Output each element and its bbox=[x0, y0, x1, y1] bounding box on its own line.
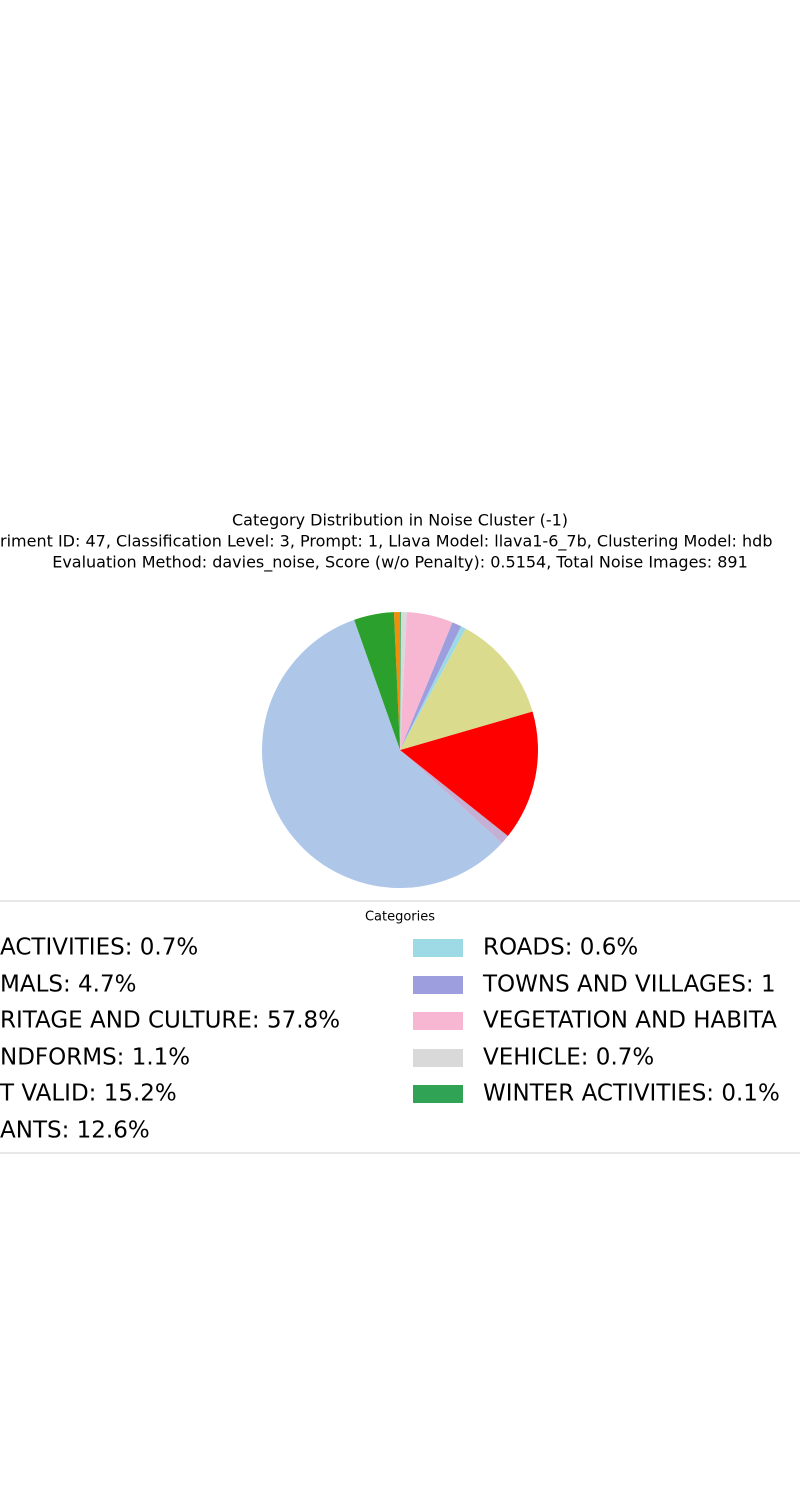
legend-label: WINTER ACTIVITIES: 0.1% bbox=[483, 1081, 780, 1107]
legend-swatch bbox=[413, 976, 463, 994]
legend-label: ACTIVITIES: 0.7% bbox=[0, 935, 198, 961]
chart-subtitle: Evaluation Method: davies_noise, Score (… bbox=[52, 553, 748, 573]
pie-slice bbox=[400, 612, 453, 750]
pie-slice bbox=[400, 711, 538, 836]
pie-slice bbox=[354, 612, 400, 750]
pie-slice bbox=[400, 626, 466, 750]
legend-swatch bbox=[413, 1085, 463, 1103]
legend-label: ROADS: 0.6% bbox=[483, 935, 638, 961]
pie-slice bbox=[400, 750, 508, 844]
legend-swatch bbox=[413, 1049, 463, 1067]
pie-slice bbox=[400, 628, 533, 750]
legend-label: VEHICLE: 0.7% bbox=[483, 1045, 654, 1071]
pie-slice bbox=[400, 622, 462, 750]
legend-label: VEGETATION AND HABITA bbox=[483, 1008, 777, 1034]
legend-label: NDFORMS: 1.1% bbox=[0, 1045, 190, 1071]
legend-label: RITAGE AND CULTURE: 57.8% bbox=[0, 1008, 340, 1034]
pie-slice bbox=[400, 612, 407, 750]
legend-swatch bbox=[413, 1012, 463, 1030]
legend-swatch bbox=[413, 939, 463, 957]
chart-title: Category Distribution in Noise Cluster (… bbox=[232, 511, 568, 530]
chart-subtitle: riment ID: 47, Classification Level: 3, … bbox=[0, 532, 772, 552]
legend-label: ANTS: 12.6% bbox=[0, 1118, 150, 1144]
pie-slice bbox=[400, 612, 401, 750]
pie-slice bbox=[262, 619, 502, 888]
legend-label: TOWNS AND VILLAGES: 1 bbox=[482, 972, 776, 998]
legend-label: T VALID: 15.2% bbox=[0, 1081, 177, 1107]
pie-slice bbox=[393, 612, 400, 750]
legend-label: MALS: 4.7% bbox=[0, 972, 136, 998]
legend-title: Categories bbox=[365, 910, 435, 925]
